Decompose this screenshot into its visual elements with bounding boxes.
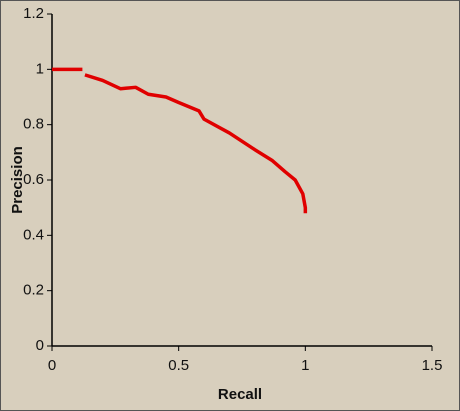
- x-tick-label: 0.5: [168, 357, 189, 374]
- y-axis-title: Precision: [9, 146, 26, 214]
- x-tick-label: 0: [48, 357, 56, 374]
- y-tick-label: 0: [36, 337, 44, 354]
- y-tick-label: 1.2: [23, 5, 44, 22]
- data-line: [84, 73, 308, 214]
- y-tick-label: 0.2: [23, 282, 44, 299]
- y-tick-label: 0.8: [23, 116, 44, 133]
- y-tick-label: 1: [36, 60, 44, 77]
- x-axis-title: Recall: [218, 386, 262, 403]
- y-tick-label: 0.6: [23, 171, 44, 188]
- x-tick-label: 1.5: [422, 357, 443, 374]
- y-tick-label: 0.4: [23, 226, 44, 243]
- x-tick-label: 1: [301, 357, 309, 374]
